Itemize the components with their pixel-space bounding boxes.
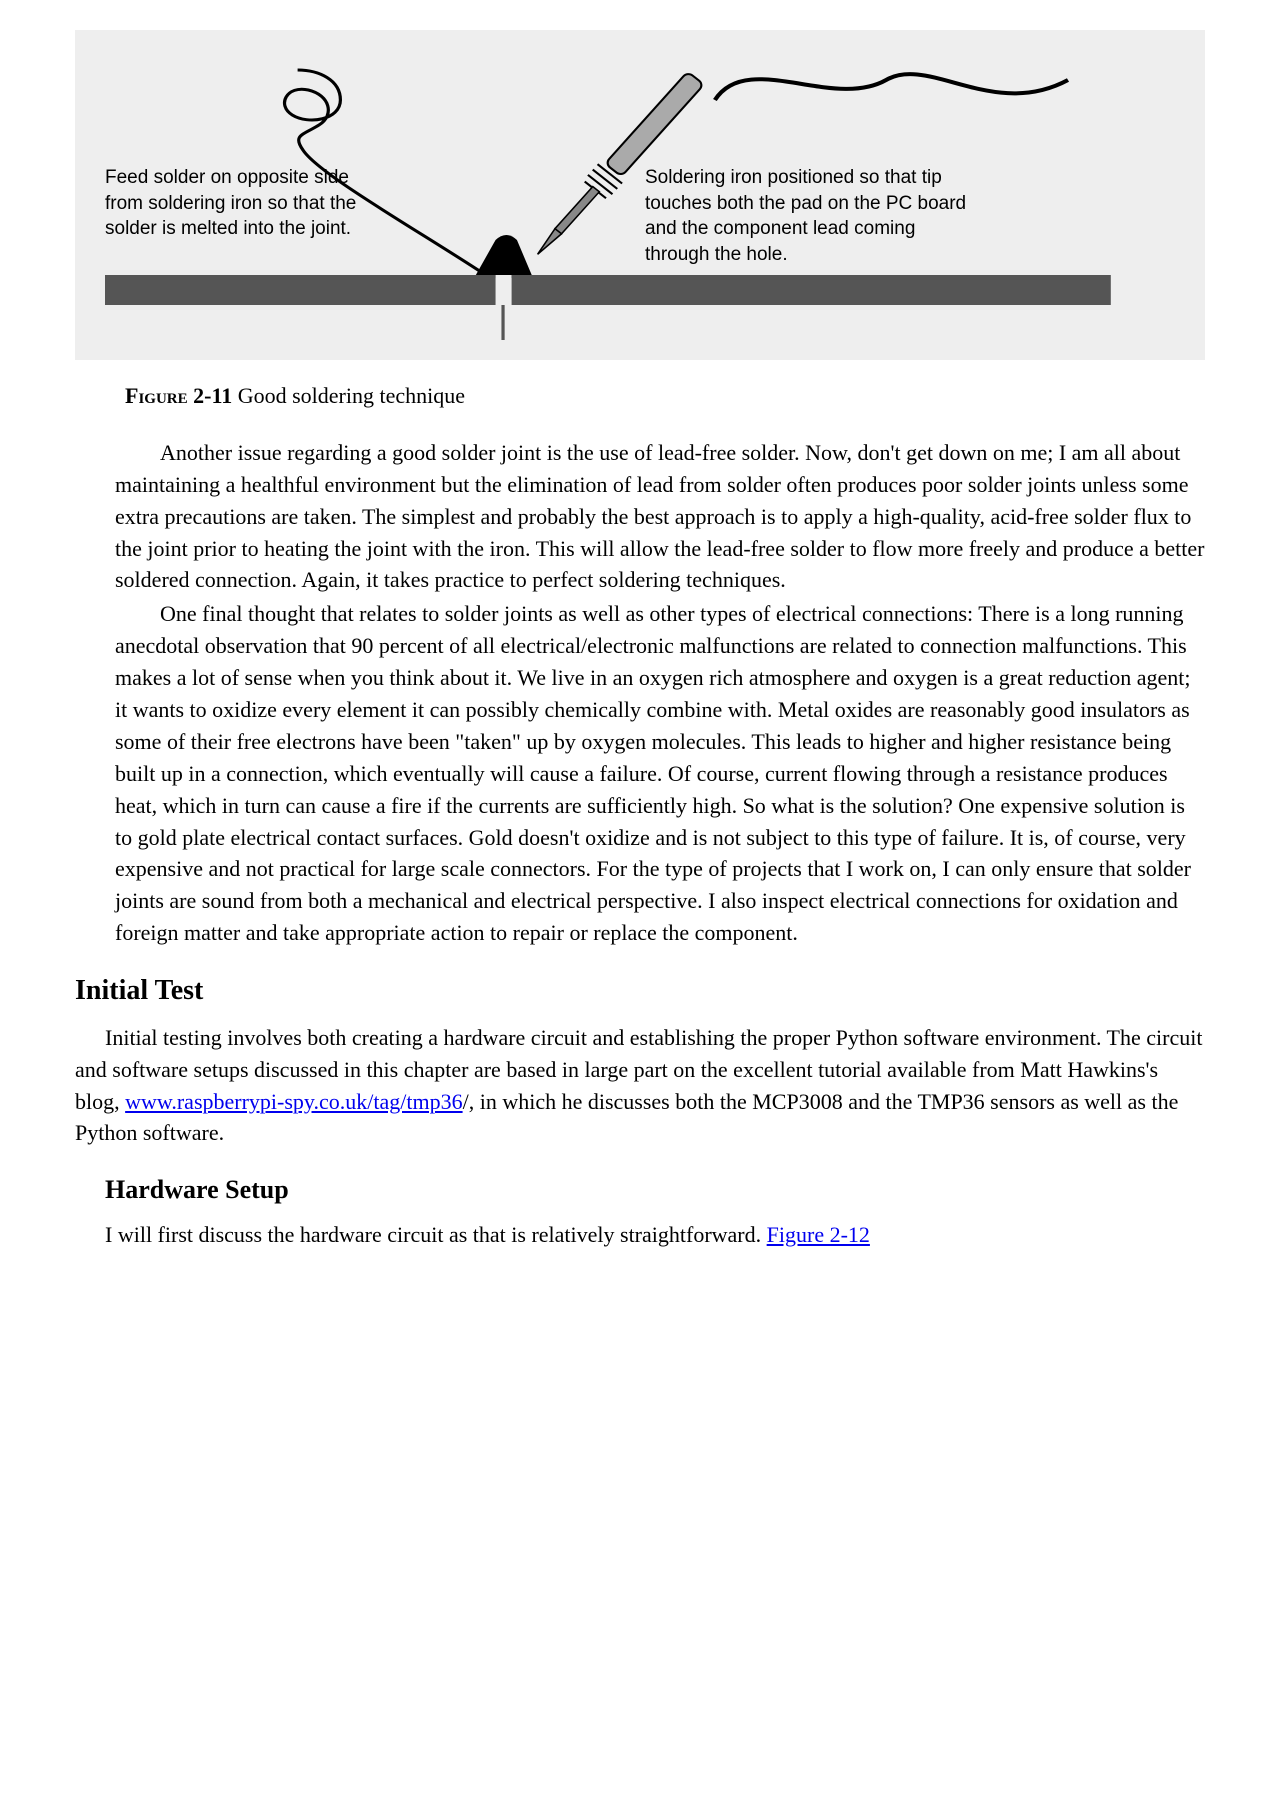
figure-caption: Figure 2-11 Good soldering technique bbox=[125, 380, 1205, 412]
soldering-diagram: Feed solder on opposite side from solder… bbox=[105, 60, 1175, 340]
figure-caption-text: Good soldering technique bbox=[232, 383, 465, 408]
heading-hardware-setup: Hardware Setup bbox=[105, 1171, 1205, 1209]
paragraph-oxidation: One final thought that relates to solder… bbox=[115, 598, 1205, 949]
diagram-left-label: Feed solder on opposite side from solder… bbox=[105, 165, 365, 242]
pcb-left bbox=[105, 275, 496, 305]
paragraph-initial-test: Initial testing involves both creating a… bbox=[75, 1022, 1205, 1150]
diagram-right-label: Soldering iron positioned so that tip to… bbox=[645, 165, 975, 268]
link-figure-2-12[interactable]: Figure 2-12 bbox=[767, 1222, 870, 1247]
figure-box: Feed solder on opposite side from solder… bbox=[75, 30, 1205, 360]
heading-initial-test: Initial Test bbox=[75, 971, 1205, 1012]
hardware-text-before: I will first discuss the hardware circui… bbox=[105, 1222, 767, 1247]
figure-label: Figure 2-11 bbox=[125, 383, 232, 408]
iron-cord bbox=[715, 74, 1068, 100]
paragraph-leadfree: Another issue regarding a good solder jo… bbox=[115, 437, 1205, 596]
solder-blob bbox=[474, 235, 533, 278]
pcb-right bbox=[512, 275, 1111, 305]
pcb-gap bbox=[496, 275, 512, 305]
paragraph-hardware-setup: I will first discuss the hardware circui… bbox=[75, 1219, 1205, 1251]
link-raspberrypi-spy[interactable]: www.raspberrypi-spy.co.uk/tag/tmp36 bbox=[125, 1089, 462, 1114]
